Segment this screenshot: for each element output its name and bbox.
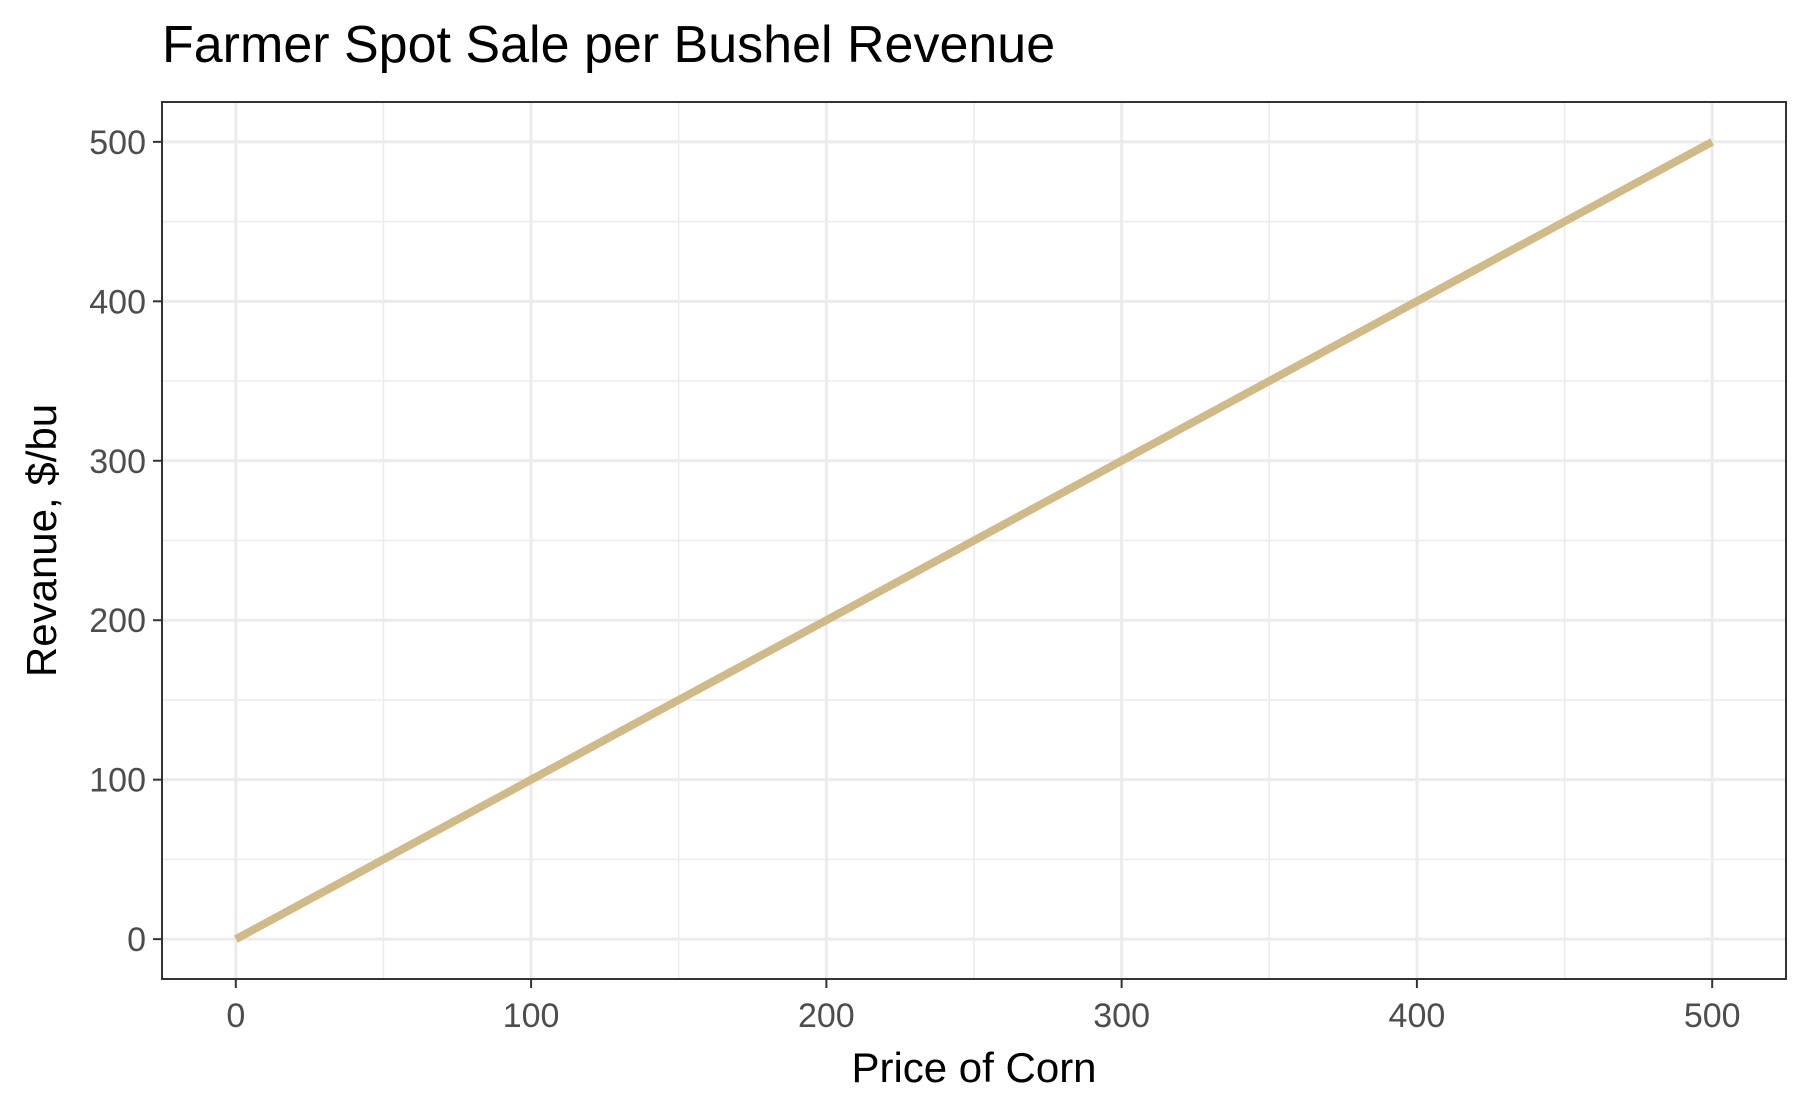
y-tick-label: 300 [89,443,146,481]
x-tick-label: 200 [798,997,855,1035]
plot-panel [161,101,1787,980]
x-tick-label: 300 [1093,997,1150,1035]
chart-title: Farmer Spot Sale per Bushel Revenue [162,16,1055,74]
series-layer [233,138,1715,943]
y-axis: 0 100 200 300 400 500 [89,124,162,959]
x-axis-title: Price of Corn [851,1044,1096,1091]
y-axis-title: Revanue, $/bu [18,404,65,677]
x-tick-label: 400 [1389,997,1446,1035]
y-tick-label: 400 [89,283,146,321]
x-tick-label: 0 [226,997,245,1035]
x-axis: 0 100 200 300 400 500 [226,979,1741,1035]
y-tick-label: 500 [89,124,146,162]
y-tick-label: 200 [89,602,146,640]
panel-border [161,101,1787,980]
y-tick-label: 0 [127,921,146,959]
series-line [233,138,1715,943]
x-tick-label: 500 [1684,997,1741,1035]
major-gridlines [162,102,1786,979]
x-tick-label: 100 [503,997,560,1035]
y-tick-label: 100 [89,762,146,800]
